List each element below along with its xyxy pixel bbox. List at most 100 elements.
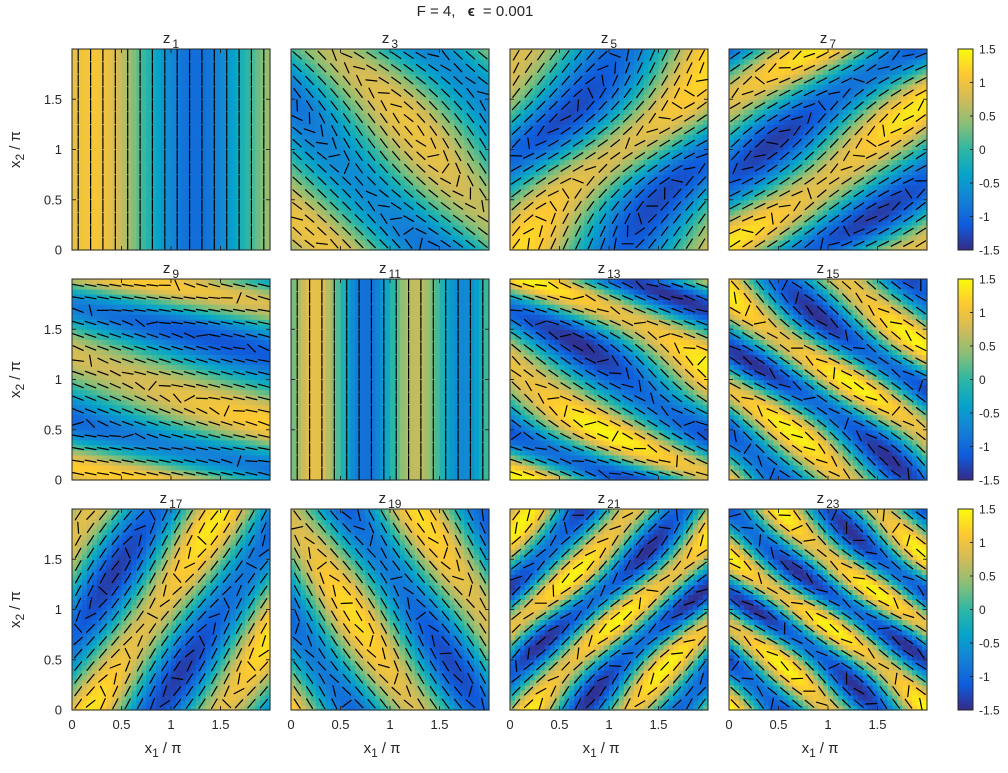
- heatmap-cell: [215, 229, 222, 236]
- heatmap-cell: [171, 139, 177, 146]
- heatmap-cell: [569, 94, 575, 100]
- quiver-segment: [391, 202, 402, 210]
- heatmap-cell: [394, 234, 401, 241]
- heatmap-cell: [180, 174, 187, 181]
- heatmap-cell: [180, 89, 187, 95]
- heatmap-cell: [360, 184, 366, 191]
- heatmap-cell: [385, 144, 391, 151]
- heatmap-cell: [161, 49, 167, 55]
- heatmap-cell: [195, 79, 202, 85]
- heatmap-cell: [569, 139, 575, 146]
- heatmap-cell: [549, 239, 556, 246]
- heatmap-cell: [151, 49, 157, 55]
- heatmap-cell: [385, 59, 391, 65]
- heatmap-cell: [618, 174, 625, 181]
- heatmap-cell: [175, 119, 182, 125]
- heatmap-cell: [648, 204, 655, 211]
- heatmap-cell: [220, 69, 227, 75]
- heatmap-cell: [609, 119, 615, 125]
- heatmap-cell: [414, 49, 421, 55]
- heatmap-cell: [355, 54, 361, 60]
- heatmap-cell: [370, 134, 376, 141]
- heatmap-cell: [220, 124, 227, 130]
- heatmap-cell: [424, 164, 431, 171]
- quiver-segment: [419, 237, 423, 250]
- heatmap-cell: [300, 154, 307, 161]
- heatmap-cell: [350, 169, 356, 176]
- heatmap-cell: [385, 84, 391, 90]
- heatmap-cell: [255, 154, 261, 161]
- quiver-segment: [453, 76, 463, 85]
- heatmap-cell: [240, 99, 246, 105]
- heatmap-cell: [444, 69, 450, 75]
- heatmap-cell: [409, 179, 416, 186]
- heatmap-cell: [604, 59, 610, 65]
- heatmap-cell: [210, 49, 217, 55]
- heatmap-cell: [589, 74, 595, 80]
- heatmap-cell: [424, 124, 431, 130]
- heatmap-cell: [479, 49, 485, 55]
- heatmap-cell: [325, 144, 332, 151]
- heatmap-cell: [579, 104, 585, 110]
- heatmap-cell: [653, 99, 660, 105]
- heatmap-cell: [156, 49, 162, 55]
- heatmap-cell: [653, 114, 660, 120]
- heatmap-cell: [72, 59, 78, 65]
- heatmap-cell: [96, 79, 103, 85]
- heatmap-cell: [444, 184, 450, 191]
- heatmap-cell: [609, 109, 615, 115]
- heatmap-cell: [404, 154, 411, 161]
- heatmap-cell: [414, 139, 421, 146]
- heatmap-cell: [295, 109, 302, 115]
- heatmap-cell: [255, 229, 261, 236]
- heatmap-cell: [245, 194, 251, 201]
- heatmap-cell: [638, 124, 645, 130]
- heatmap-cell: [350, 234, 356, 241]
- heatmap-cell: [524, 119, 531, 125]
- heatmap-cell: [394, 149, 401, 156]
- heatmap-cell: [121, 224, 128, 231]
- quiver-segment: [428, 164, 439, 173]
- heatmap-cell: [594, 89, 600, 95]
- heatmap-cell: [161, 54, 167, 60]
- heatmap-cell: [628, 104, 635, 110]
- heatmap-cell: [539, 59, 546, 65]
- heatmap-cell: [220, 149, 227, 156]
- heatmap-cell: [230, 64, 236, 70]
- heatmap-cell: [91, 209, 98, 216]
- quiver-segment: [391, 64, 402, 72]
- heatmap-cell: [195, 54, 202, 60]
- heatmap-cell: [519, 149, 526, 156]
- heatmap-cell: [390, 94, 396, 100]
- heatmap-cell: [544, 79, 551, 85]
- quiver-segment: [428, 227, 439, 235]
- heatmap-cell: [459, 109, 465, 115]
- heatmap-cell: [638, 84, 645, 90]
- heatmap-cell: [459, 49, 465, 55]
- heatmap-cell: [633, 189, 640, 196]
- heatmap-cell: [215, 94, 222, 100]
- heatmap-cell: [658, 124, 665, 130]
- heatmap-cell: [305, 74, 312, 80]
- heatmap-cell: [305, 104, 312, 110]
- heatmap-cell: [76, 144, 83, 151]
- heatmap-cell: [195, 49, 202, 55]
- heatmap-cell: [474, 144, 480, 151]
- heatmap-cell: [260, 239, 266, 246]
- heatmap-cell: [180, 204, 187, 211]
- heatmap-cell: [519, 104, 526, 110]
- heatmap-cell: [230, 74, 236, 80]
- heatmap-cell: [235, 239, 241, 246]
- heatmap-cell: [623, 49, 630, 55]
- heatmap-cell: [180, 54, 187, 60]
- heatmap-cell: [390, 64, 396, 70]
- heatmap-cell: [355, 124, 361, 130]
- heatmap-cell: [454, 84, 460, 90]
- heatmap-cell: [618, 114, 625, 120]
- heatmap-cell: [409, 184, 416, 191]
- heatmap-cell: [385, 209, 391, 216]
- quiver-segment: [392, 138, 401, 149]
- heatmap-cell: [658, 224, 665, 231]
- heatmap-cell: [414, 59, 421, 65]
- heatmap-cell: [638, 179, 645, 186]
